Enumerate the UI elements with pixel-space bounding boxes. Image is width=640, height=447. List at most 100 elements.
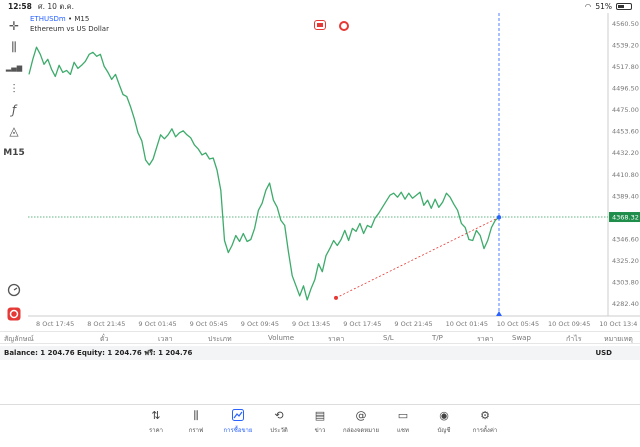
- x-tick-label: 10 Oct 09:45: [548, 320, 590, 328]
- x-tick-label: 10 Oct 13:4: [599, 320, 637, 328]
- indicators-icon[interactable]: ▂▄▆: [5, 64, 23, 72]
- y-tick-label: 4282.40: [612, 300, 639, 308]
- order-flag-icon[interactable]: [339, 21, 349, 31]
- x-tick-label: 9 Oct 21:45: [394, 320, 432, 328]
- price-chart[interactable]: 4560.50 4539.20 4517.80 4496.50 4475.00 4453.…: [28, 13, 640, 331]
- y-tick-label: 4325.20: [612, 257, 639, 265]
- app-logo-icon[interactable]: [4, 305, 24, 323]
- tab-chat[interactable]: ▭ แชท: [381, 409, 425, 435]
- x-tick-label: 10 Oct 05:45: [497, 320, 539, 328]
- tab-chart[interactable]: ⫼ กราฟ: [174, 409, 218, 435]
- chart-icon: ⫼: [193, 409, 199, 422]
- y-tick-label: 4303.80: [612, 278, 639, 286]
- tab-account[interactable]: ◉ บัญชี: [422, 409, 466, 435]
- tab-chat-label: แชท: [397, 427, 409, 434]
- tab-account-label: บัญชี: [437, 427, 451, 434]
- x-tick-label: 9 Oct 01:45: [138, 320, 176, 328]
- crosshair-icon[interactable]: ✛: [8, 19, 20, 33]
- x-tick-label: 8 Oct 21:45: [87, 320, 125, 328]
- status-bar: 12:58 ศ. 10 ต.ค. ◠ 51%: [0, 0, 640, 13]
- tab-settings[interactable]: ⚙ การตั้งค่า: [463, 409, 507, 435]
- y-tick-label: 4453.60: [612, 128, 639, 136]
- y-tick-label: 4346.60: [612, 235, 639, 243]
- balance-currency: USD: [595, 349, 612, 357]
- wifi-icon: ◠: [584, 2, 592, 11]
- tab-quotes[interactable]: ⇅ ราคา: [134, 409, 178, 435]
- col-tp[interactable]: T/P: [432, 334, 443, 342]
- news-icon: ▤: [314, 409, 326, 422]
- candles-icon[interactable]: ⫼: [11, 39, 17, 54]
- y-tick-label: 4496.50: [612, 84, 639, 92]
- symbol-name: ETHUSDm: [30, 15, 66, 23]
- sell-flag-icon[interactable]: [314, 20, 326, 30]
- tab-history[interactable]: ⟲ ประวัติ: [257, 409, 301, 435]
- tab-trade-label: การซื้อขาย: [223, 427, 253, 434]
- settings-icon: ⚙: [480, 409, 490, 422]
- col-volume[interactable]: Volume: [268, 334, 295, 342]
- col-symbol[interactable]: สัญลักษณ์: [4, 335, 34, 343]
- crosshair-marker: [496, 311, 502, 316]
- shapes-icon[interactable]: ◬: [9, 124, 19, 138]
- tab-settings-label: การตั้งค่า: [472, 427, 498, 434]
- x-tick-label: 8 Oct 17:45: [36, 320, 74, 328]
- history-icon: ⟲: [274, 409, 284, 422]
- status-time: 12:58: [8, 2, 32, 11]
- col-profit[interactable]: กำไร: [566, 335, 582, 343]
- balance-row: Balance: 1 204.76 Equity: 1 204.76 ฟรี: …: [0, 346, 640, 360]
- tab-mailbox[interactable]: @ กล่องจดหมาย: [339, 409, 383, 435]
- chart-canvas[interactable]: 4560.50 4539.20 4517.80 4496.50 4475.00 4453.…: [28, 13, 640, 331]
- y-tick-label: 4560.50: [612, 20, 639, 28]
- timeframe-button[interactable]: M15: [3, 148, 25, 158]
- balance-text: Balance: 1 204.76 Equity: 1 204.76 ฟรี: …: [4, 348, 193, 357]
- speedometer-icon[interactable]: [4, 281, 24, 299]
- col-ticket[interactable]: ตั๋ว: [100, 335, 109, 343]
- x-tick-label: 9 Oct 09:45: [241, 320, 279, 328]
- x-tick-label: 9 Oct 17:45: [343, 320, 381, 328]
- y-tick-label: 4539.20: [612, 42, 639, 50]
- trade-exit-point: [496, 215, 502, 220]
- bottom-tab-bar: ⇅ ราคา ⫼ กราฟ การซื้อขาย ⟲ ประวัติ ▤ ข่า…: [0, 404, 640, 447]
- col-current-price[interactable]: ราคา: [477, 335, 494, 343]
- x-tick-label: 9 Oct 13:45: [292, 320, 330, 328]
- tab-news[interactable]: ▤ ข่าว: [298, 409, 342, 435]
- x-tick-label: 9 Oct 05:45: [190, 320, 228, 328]
- quotes-icon: ⇅: [151, 409, 161, 422]
- status-date: ศ. 10 ต.ค.: [37, 1, 74, 11]
- col-swap[interactable]: Swap: [512, 334, 531, 342]
- battery-level: 51%: [595, 2, 612, 11]
- y-tick-label: 4517.80: [612, 63, 639, 71]
- tab-mailbox-label: กล่องจดหมาย: [342, 427, 380, 434]
- col-time[interactable]: เวลา: [158, 335, 173, 343]
- chat-icon: ▭: [397, 409, 409, 422]
- tab-quotes-label: ราคา: [149, 427, 163, 434]
- tab-trade[interactable]: การซื้อขาย: [216, 409, 260, 435]
- battery-icon: [616, 3, 632, 10]
- y-tick-label: 4475.00: [612, 106, 639, 114]
- current-price-label: 4368.32: [612, 214, 639, 222]
- y-tick-label: 4389.40: [612, 192, 639, 200]
- function-icon[interactable]: ƒ: [11, 103, 17, 117]
- col-type[interactable]: ประเภท: [208, 335, 232, 343]
- tab-history-label: ประวัติ: [270, 427, 288, 434]
- col-price[interactable]: ราคา: [328, 335, 345, 343]
- current-price-badge: [609, 212, 640, 223]
- tab-news-label: ข่าว: [314, 427, 326, 434]
- trade-table-header: สัญลักษณ์ ตั๋ว เวลา ประเภท Volume ราคา S…: [0, 331, 640, 344]
- symbol-info: ETHUSDm • M15 Ethereum vs US Dollar: [30, 14, 109, 34]
- chart-toolbar: ✛ ⫼ ▂▄▆ ⫶ ƒ ◬ M15: [0, 13, 28, 328]
- trade-flags: [314, 20, 349, 31]
- adjust-icon[interactable]: ⫶: [12, 81, 16, 96]
- col-comment[interactable]: หมายเหตุ: [604, 335, 633, 343]
- col-sl[interactable]: S/L: [383, 334, 394, 342]
- price-series-line: [28, 46, 500, 301]
- y-tick-label: 4432.20: [612, 149, 639, 157]
- y-tick-label: 4410.80: [612, 171, 639, 179]
- symbol-timeframe: • M15: [67, 15, 90, 23]
- symbol-description: Ethereum vs US Dollar: [30, 25, 109, 33]
- trade-connector-line: [335, 216, 500, 299]
- x-tick-label: 10 Oct 01:45: [446, 320, 488, 328]
- tab-chart-label: กราฟ: [188, 427, 204, 434]
- status-right: ◠ 51%: [585, 2, 632, 11]
- trade-icon: [216, 409, 260, 425]
- account-icon: ◉: [439, 409, 449, 422]
